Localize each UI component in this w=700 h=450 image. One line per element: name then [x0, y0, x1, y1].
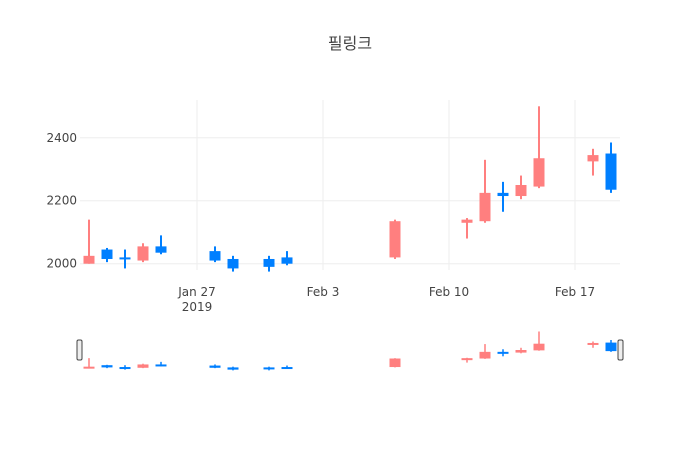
slider-candle-body — [155, 364, 167, 367]
candle-body — [605, 153, 617, 190]
slider-candle — [479, 344, 491, 359]
candle-body — [497, 192, 509, 197]
slider-candle-body — [587, 342, 599, 345]
candle[interactable] — [83, 219, 95, 264]
slider-candle — [281, 365, 293, 370]
slider-candle — [497, 349, 509, 357]
slider-candle — [461, 357, 473, 363]
candle-body — [83, 255, 95, 264]
candle[interactable] — [209, 246, 221, 263]
slider-candle-body — [101, 365, 113, 368]
candle[interactable] — [479, 159, 491, 223]
candle-body — [515, 185, 527, 197]
slider-candle-body — [497, 351, 509, 354]
slider-candle — [263, 366, 275, 371]
candle[interactable] — [515, 175, 527, 200]
slider-candle-body — [263, 367, 275, 370]
range-slider[interactable] — [76, 330, 624, 371]
candle[interactable] — [281, 251, 293, 266]
candle[interactable] — [263, 255, 275, 272]
x-tick-label: Feb 3 — [307, 285, 340, 299]
candle[interactable] — [461, 218, 473, 239]
slider-candle-body — [479, 351, 491, 359]
candle-body — [281, 257, 293, 264]
y-tick-label: 2000 — [46, 257, 77, 271]
candle[interactable] — [605, 142, 617, 193]
x-tick-label: Feb 17 — [555, 285, 595, 299]
slider-candle-body — [119, 367, 131, 370]
range-slider-preview — [83, 331, 617, 371]
slider-candle — [101, 364, 113, 369]
x-tick-sublabel: 2019 — [182, 300, 213, 314]
candle[interactable] — [533, 106, 545, 189]
candle-body — [227, 258, 239, 269]
slider-candle — [119, 365, 131, 370]
slider-candle — [605, 340, 617, 352]
candle-body — [479, 192, 491, 222]
range-slider-right-handle[interactable] — [617, 339, 624, 361]
slider-candle — [389, 358, 401, 368]
candle[interactable] — [497, 181, 509, 212]
candle[interactable] — [227, 255, 239, 272]
candle[interactable] — [389, 219, 401, 259]
slider-candle-body — [461, 358, 473, 361]
slider-candle — [227, 366, 239, 371]
candle[interactable] — [587, 148, 599, 176]
candle-body — [461, 219, 473, 223]
candle-body — [155, 246, 167, 253]
slider-candle-body — [605, 342, 617, 352]
candle-body — [263, 258, 275, 267]
slider-candle — [83, 358, 95, 369]
candles[interactable] — [83, 106, 617, 272]
candle-body — [389, 221, 401, 258]
candle-body — [119, 257, 131, 260]
candle[interactable] — [119, 249, 131, 269]
slider-candle-body — [281, 367, 293, 370]
candle[interactable] — [101, 247, 113, 263]
slider-candle-body — [227, 367, 239, 370]
candle-body — [137, 246, 149, 261]
slider-candle — [137, 363, 149, 369]
slider-candle-body — [137, 364, 149, 368]
slider-candle — [533, 331, 545, 351]
slider-candle — [155, 361, 167, 367]
slider-candle-body — [83, 366, 95, 369]
x-tick-label: Feb 10 — [429, 285, 469, 299]
grid — [80, 100, 620, 270]
candle-body — [533, 158, 545, 187]
range-slider-left-handle[interactable] — [76, 339, 83, 361]
chart-title: 필링크 — [328, 34, 372, 53]
y-tick-label: 2400 — [46, 131, 77, 145]
candle-body — [101, 249, 113, 259]
slider-candle-body — [389, 358, 401, 368]
slider-candle-body — [515, 350, 527, 353]
y-tick-label: 2200 — [46, 194, 77, 208]
slider-candle — [515, 347, 527, 354]
slider-candle-body — [209, 365, 221, 368]
candle[interactable] — [137, 243, 149, 263]
slider-candle-body — [533, 343, 545, 351]
slider-candle — [209, 364, 221, 369]
candle[interactable] — [155, 235, 167, 255]
slider-candle — [587, 341, 599, 348]
x-tick-label: Jan 27 — [177, 285, 216, 299]
range-slider-track[interactable] — [80, 330, 620, 370]
candle-body — [209, 251, 221, 261]
candle-body — [587, 155, 599, 162]
